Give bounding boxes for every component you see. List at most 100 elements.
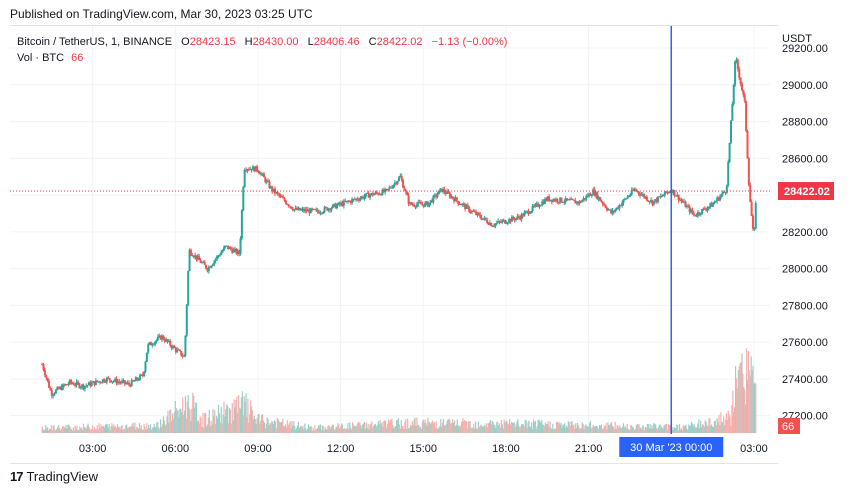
chart-frame[interactable] (10, 25, 778, 464)
volume-bar-284 (302, 425, 304, 433)
volume-bar-105 (137, 428, 140, 433)
volume-bar-602 (594, 426, 596, 433)
volume-bar-477 (479, 425, 481, 433)
volume-bar-540 (537, 419, 539, 433)
volume-bar-27 (66, 428, 68, 433)
candle-body-134 (225, 245, 228, 247)
volume-bar-687 (672, 429, 674, 433)
candle-body-306 (462, 203, 465, 205)
volume-bar-26 (65, 425, 67, 433)
volume-bar-167 (194, 402, 197, 433)
volume-bar-669 (655, 427, 658, 433)
volume-bar-684 (669, 424, 671, 433)
volume-bar-52 (89, 428, 91, 433)
candle-body-459 (673, 190, 676, 196)
candle-body-217 (340, 202, 343, 205)
tradingview-logo[interactable]: 17 TradingView (10, 469, 98, 484)
volume-bar-29 (68, 424, 70, 433)
candle-body-422 (622, 199, 625, 203)
volume-bar-142 (171, 413, 174, 433)
candle-body-189 (301, 208, 304, 210)
volume-bar-719 (701, 423, 704, 433)
candle-body-30 (82, 384, 85, 389)
volume-bar-431 (437, 428, 439, 433)
volume-bar-498 (498, 423, 501, 433)
candle-body-171 (276, 192, 279, 194)
candle-body-392 (581, 200, 584, 203)
candle-body-380 (564, 198, 567, 202)
candle-body-301 (455, 197, 458, 201)
volume-bar-176 (203, 427, 205, 433)
volume-bar-402 (410, 425, 412, 433)
candle-body-98 (176, 349, 179, 352)
volume-bar-603 (595, 425, 597, 433)
candle-body-381 (566, 198, 569, 200)
candle-body-236 (366, 192, 369, 194)
volume-bar-582 (576, 427, 578, 433)
volume-bar-43 (81, 427, 83, 433)
candle-body-238 (369, 194, 372, 198)
volume-bar-664 (651, 425, 653, 433)
volume-bar-423 (430, 424, 432, 433)
volume-label[interactable]: Vol · BTC (17, 52, 65, 64)
volume-bar-544 (541, 419, 543, 433)
candle-body-245 (378, 194, 381, 196)
volume-bar-562 (557, 422, 559, 433)
volume-bar-438 (443, 425, 446, 433)
candle-body-19 (67, 383, 70, 385)
volume-bar-322 (337, 423, 339, 433)
volume-bar-580 (574, 428, 576, 433)
volume-bar-217 (240, 397, 243, 433)
volume-bar-246 (267, 419, 269, 433)
candle-body-31 (83, 386, 86, 389)
symbol-name[interactable]: Bitcoin / TetherUS, 1, BINANCE (17, 36, 173, 48)
candle-body-281 (428, 202, 431, 207)
volume-bar-502 (502, 428, 504, 433)
price-tick-7: 27800.00 (782, 300, 828, 312)
volume-bar-555 (551, 429, 553, 433)
candle-body-419 (618, 205, 621, 209)
volume-bar-608 (599, 425, 602, 433)
candle-body-218 (341, 202, 344, 206)
volume-bar-689 (674, 428, 676, 433)
volume-bar-776 (754, 382, 756, 433)
volume-bar-714 (697, 423, 699, 433)
volume-bar-129 (160, 419, 162, 433)
candle-body-222 (346, 200, 349, 202)
volume-bar-532 (530, 426, 532, 433)
volume-bar-506 (506, 420, 508, 433)
volume-bar-102 (135, 429, 137, 433)
volume-bar-166 (194, 407, 196, 433)
volume-bar-631 (621, 428, 623, 433)
volume-bar-17 (57, 426, 59, 433)
candle-body-220 (344, 200, 347, 202)
volume-bar-97 (130, 426, 132, 433)
candle-body-378 (561, 202, 564, 204)
volume-bar-304 (320, 430, 322, 433)
volume-bar-586 (579, 428, 581, 433)
volume-bar-163 (191, 408, 193, 433)
volume-bar-410 (418, 424, 420, 433)
volume-bar-254 (274, 421, 277, 433)
candle-body-270 (413, 204, 416, 207)
volume-bar-224 (247, 398, 249, 433)
candle-body-506 (738, 68, 741, 78)
candle-body-113 (196, 256, 199, 260)
candle-body-292 (443, 189, 446, 193)
volume-bar-606 (598, 429, 600, 433)
volume-bar-132 (162, 416, 164, 433)
volume-bar-716 (699, 428, 701, 433)
volume-bar-578 (572, 425, 574, 433)
volume-bar-515 (514, 427, 516, 433)
price-tick-1: 29000.00 (782, 80, 828, 92)
volume-bar-165 (193, 395, 195, 433)
volume-bar-468 (471, 428, 473, 433)
volume-bar-604 (596, 426, 598, 433)
volume-bar-693 (678, 430, 680, 433)
candle-body-232 (360, 196, 363, 199)
candle-body-346 (517, 216, 520, 218)
candle-body-395 (585, 195, 588, 200)
candle-body-90 (165, 339, 168, 342)
volume-bar-458 (462, 417, 464, 433)
